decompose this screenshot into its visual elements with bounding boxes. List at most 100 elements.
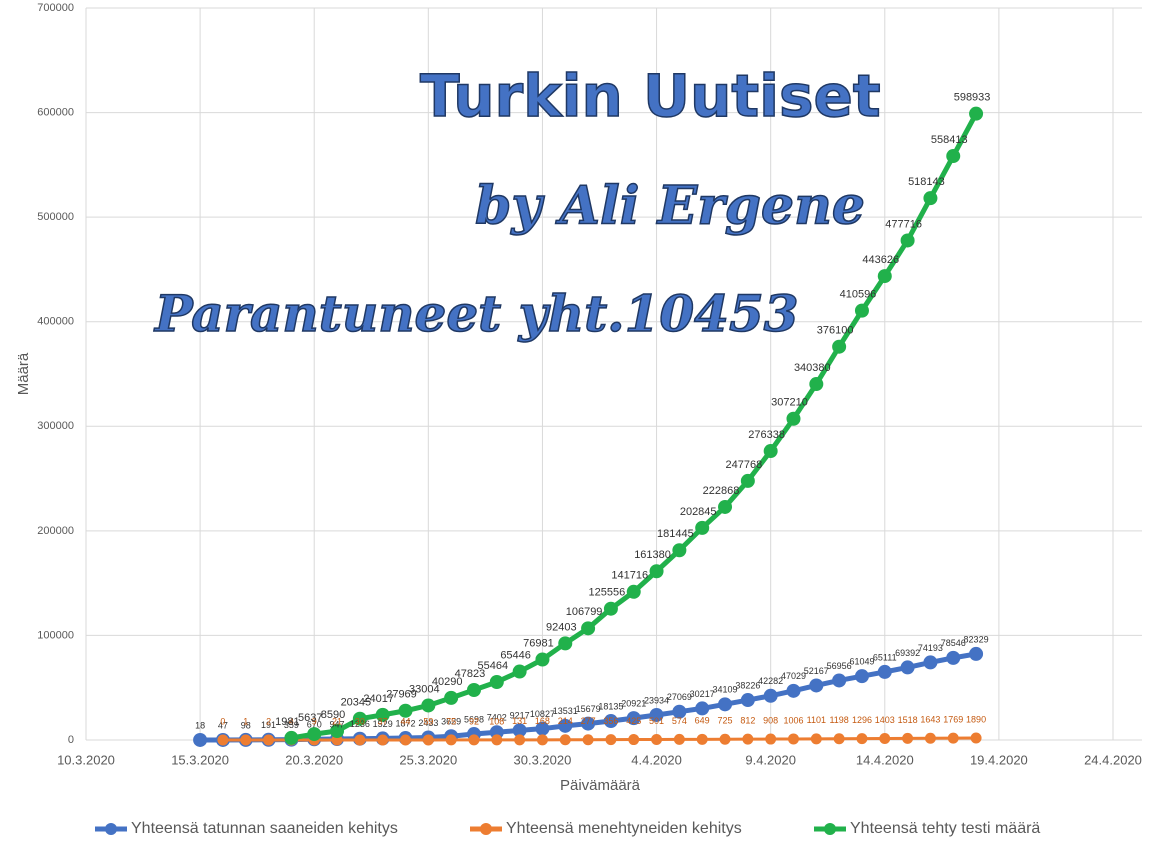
data-label: 65111: [873, 652, 897, 662]
x-tick-label: 30.3.2020: [514, 752, 572, 767]
point: [695, 701, 710, 716]
data-label: 52167: [804, 666, 829, 676]
point: [902, 732, 914, 744]
x-axis-title: Päivämäärä: [560, 777, 641, 794]
y-tick-label: 300000: [37, 420, 74, 432]
data-label: 359: [284, 720, 299, 730]
point: [193, 732, 208, 747]
data-label: 214: [558, 716, 573, 726]
y-tick-label: 500000: [37, 211, 74, 223]
point: [970, 732, 982, 744]
data-label: 1529: [373, 719, 393, 729]
data-label: 1101: [807, 715, 826, 725]
point: [854, 303, 869, 318]
data-label: 21: [332, 716, 342, 726]
point: [558, 718, 573, 733]
point: [809, 377, 824, 392]
point: [307, 727, 322, 742]
point: [400, 734, 412, 746]
data-label: 191: [261, 720, 276, 730]
data-label: 1769: [943, 715, 963, 725]
point: [696, 733, 708, 745]
data-label: 125556: [589, 587, 626, 599]
data-label: 131: [512, 716, 527, 726]
data-label: 61049: [849, 657, 874, 667]
data-label: 30: [355, 716, 365, 726]
data-label: 1890: [966, 714, 986, 724]
data-label: 47823: [455, 668, 486, 680]
point: [398, 703, 413, 718]
x-tick-label: 4.4.2020: [631, 752, 682, 767]
data-label: 425: [626, 716, 641, 726]
data-label: 141716: [611, 570, 648, 582]
data-label: 5698: [464, 714, 484, 724]
data-label: 0: [220, 716, 225, 726]
point: [672, 704, 687, 719]
data-label: 340380: [794, 362, 831, 374]
point: [649, 707, 664, 722]
data-label: 1518: [898, 715, 918, 725]
legend-marker: [105, 823, 117, 835]
point: [924, 732, 936, 744]
data-label: 18135: [598, 701, 623, 711]
data-label: 24017: [363, 693, 394, 705]
data-label: 443626: [862, 254, 899, 266]
point: [809, 678, 824, 693]
point: [877, 269, 892, 284]
point: [672, 543, 687, 558]
y-tick-label: 400000: [37, 316, 74, 328]
point: [763, 444, 778, 459]
point: [856, 733, 868, 745]
point: [719, 733, 731, 745]
data-label: 75: [446, 716, 456, 726]
data-label: 55464: [478, 660, 509, 672]
point: [900, 660, 915, 675]
point: [740, 693, 755, 708]
data-label: 56956: [827, 661, 852, 671]
data-label: 1006: [783, 715, 803, 725]
point: [833, 733, 845, 745]
data-label: 1198: [829, 715, 848, 725]
data-label: 598933: [954, 92, 991, 104]
data-label: 23934: [644, 695, 669, 705]
data-label: 947: [330, 719, 345, 729]
data-label: 1: [243, 716, 248, 726]
data-label: 69392: [895, 648, 920, 658]
point: [535, 652, 550, 667]
data-label: 356: [603, 716, 618, 726]
point: [445, 734, 457, 746]
data-label: 277: [581, 716, 596, 726]
x-tick-label: 9.4.2020: [745, 752, 796, 767]
data-label: 76981: [523, 637, 554, 649]
point: [810, 733, 822, 745]
annotation: Turkin Uutiset: [420, 62, 881, 130]
point: [558, 636, 573, 651]
point: [763, 688, 778, 703]
series-line: [222, 736, 977, 742]
y-tick-label: 200000: [37, 525, 74, 537]
point: [284, 730, 299, 745]
point: [444, 690, 459, 705]
data-label: 1872: [395, 718, 415, 728]
data-label: 20921: [621, 698, 646, 708]
legend-label: Yhteensä tehty testi määrä: [850, 820, 1040, 837]
point: [947, 732, 959, 744]
point: [489, 675, 504, 690]
point: [877, 664, 892, 679]
data-label: 9: [312, 716, 317, 726]
point: [900, 233, 915, 248]
point: [923, 655, 938, 670]
point: [626, 584, 641, 599]
data-label: 40290: [432, 676, 463, 688]
data-label: 27969: [386, 689, 417, 701]
data-label: 8590: [321, 709, 345, 721]
data-label: 1981: [275, 716, 299, 728]
data-label: 7402: [487, 713, 507, 723]
data-label: 410596: [840, 289, 877, 301]
legend-marker: [824, 823, 836, 835]
data-label: 92: [469, 716, 479, 726]
point: [628, 734, 640, 746]
point: [718, 499, 733, 514]
x-tick-label: 14.4.2020: [856, 752, 914, 767]
point: [263, 734, 275, 746]
